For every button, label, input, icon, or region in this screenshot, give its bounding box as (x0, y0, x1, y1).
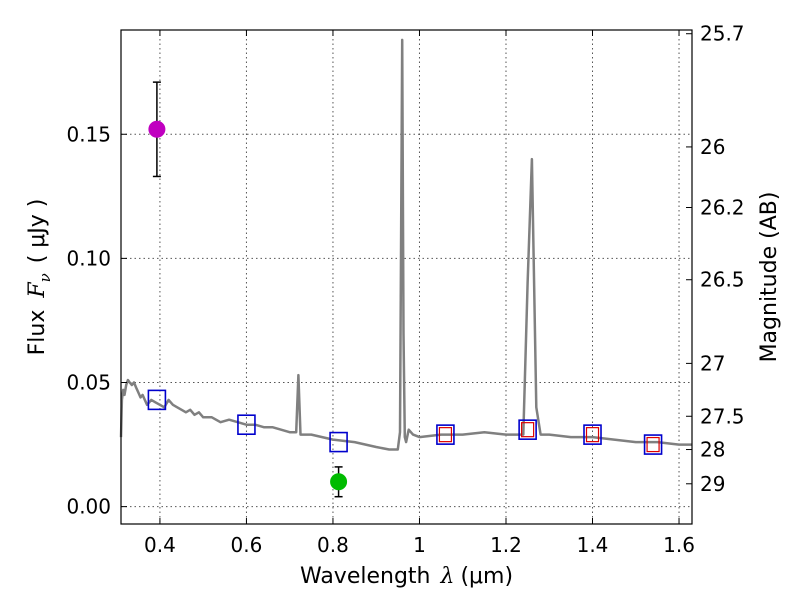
model-photometry-inner-square (585, 427, 600, 443)
x-axis-unit: (μm) (460, 564, 513, 589)
model-photometry-layer (147, 389, 663, 455)
y-axis-symbol: F (25, 282, 50, 299)
measurements-layer (148, 81, 348, 498)
measurement-point (148, 120, 166, 138)
model-photometry-square (237, 414, 256, 436)
sed-model-layer (119, 38, 692, 451)
y-axis-label-text: Flux (25, 310, 50, 356)
x-axis-symbol: λ (439, 564, 454, 589)
model-photometry-square (329, 431, 348, 453)
model-photometry-square (583, 424, 602, 445)
y-axis-label: Flux Fν ( μJy ) (25, 199, 54, 356)
x-tick-label: 0.4 (144, 533, 176, 557)
y-axis-unit: ( μJy ) (25, 199, 50, 264)
x-axis-label: Wavelength λ (μm) (300, 564, 513, 589)
y2-tick-label: 27.5 (700, 404, 745, 428)
x-tick-label: 1.2 (490, 533, 522, 557)
y2-tick-label: 25.7 (700, 22, 745, 46)
y2-tick-label: 26 (700, 135, 725, 159)
y2-tick-label: 26.2 (700, 195, 745, 219)
y2-tick-label: 26.5 (700, 268, 745, 292)
ticks-layer: 0.4 0.6 0.8 1 1.2 1.4 1.6 0.00 0.05 0.10 0.15 25.7 2… (66, 22, 744, 557)
measurement-point (330, 473, 348, 491)
model-photometry-square (518, 419, 537, 440)
grid (121, 30, 692, 524)
y-tick-label: 0.00 (66, 495, 111, 519)
model-photometry-square (147, 389, 167, 411)
x-tick-label: 1.6 (663, 533, 695, 557)
y2-axis-label: Magnitude (AB) (757, 192, 782, 363)
x-tick-label: 1.4 (577, 533, 609, 557)
x-axis-label-text: Wavelength (300, 564, 431, 589)
model-photometry-inner-square (521, 422, 535, 438)
x-tick-label: 1 (413, 533, 426, 557)
y-tick-label: 0.10 (66, 246, 111, 270)
model-photometry-square (436, 424, 455, 445)
y2-tick-label: 28 (700, 438, 725, 462)
y2-tick-label: 27 (700, 351, 725, 375)
x-tick-label: 0.6 (231, 533, 263, 557)
y-tick-label: 0.15 (66, 122, 111, 146)
x-tick-label: 0.8 (317, 533, 349, 557)
y-tick-label: 0.05 (66, 371, 111, 395)
model-photometry-square (643, 434, 663, 455)
sed-model-line (119, 38, 692, 451)
plot-frame (120, 29, 693, 525)
y-axis-subscript: ν (36, 273, 54, 282)
y2-tick-label: 29 (700, 472, 725, 496)
model-photometry-inner-square (438, 427, 453, 443)
model-photometry-inner-square (646, 436, 660, 453)
